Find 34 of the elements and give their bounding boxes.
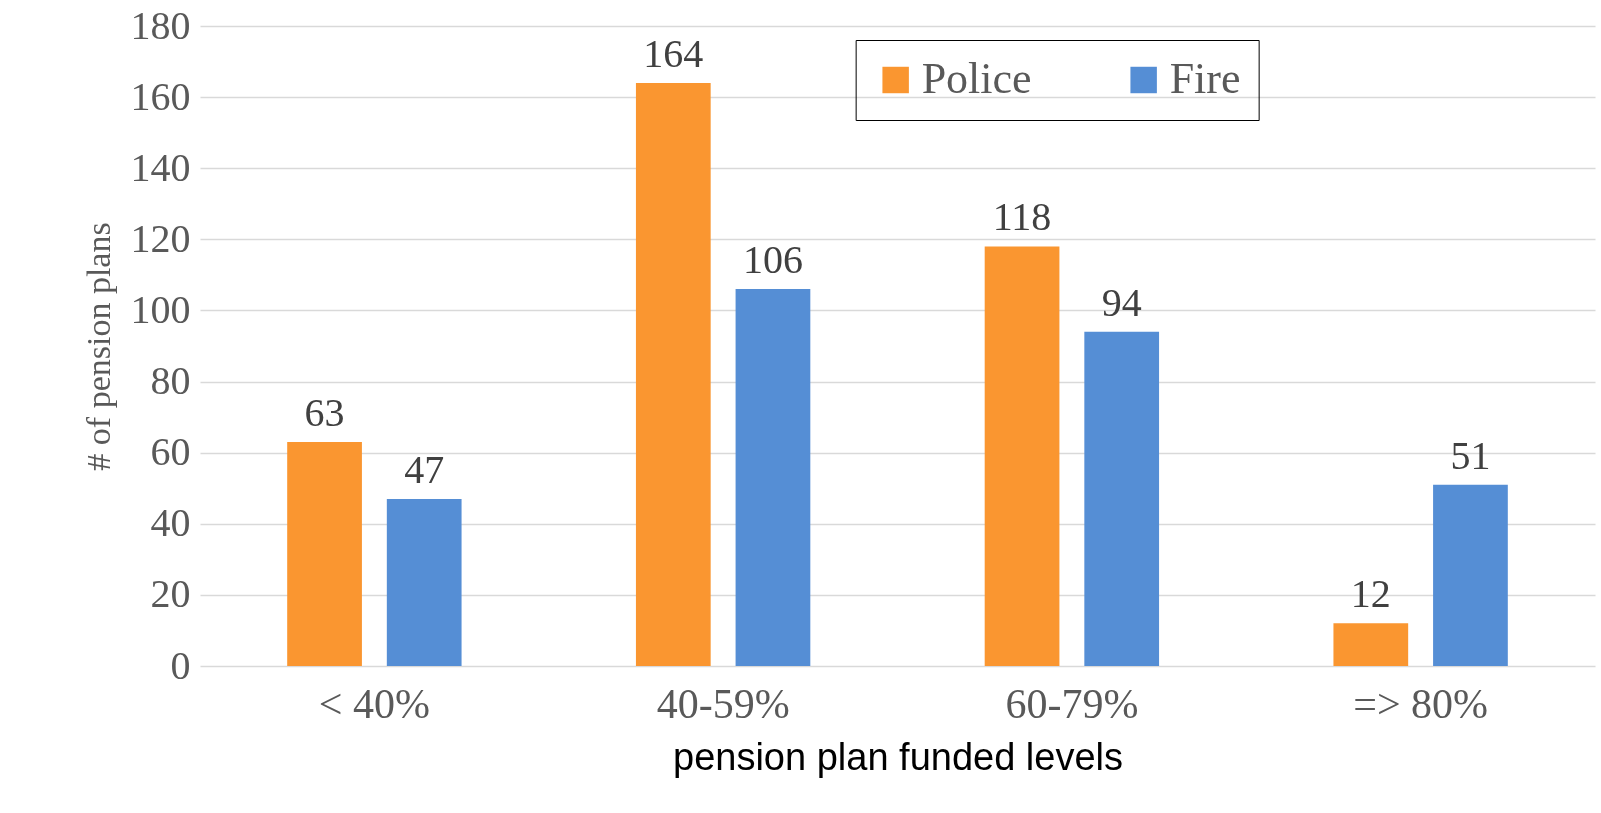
y-tick-label: 20	[150, 571, 191, 617]
data-label: 51	[1450, 432, 1491, 478]
x-tick-label: => 80%	[1353, 680, 1489, 727]
legend-label: Fire	[1169, 54, 1241, 103]
y-tick-label: 60	[150, 429, 191, 475]
data-label: 63	[304, 390, 345, 435]
y-tick-label: 140	[130, 144, 191, 190]
bar	[1433, 484, 1508, 666]
y-tick-label: 160	[130, 73, 191, 119]
data-label: 106	[742, 237, 803, 283]
x-tick-label: 60-79%	[1005, 680, 1139, 727]
x-tick-label: < 40%	[318, 680, 430, 727]
data-label: 12	[1350, 571, 1391, 617]
y-tick-label: 0	[170, 642, 191, 688]
y-tick-label: 120	[130, 215, 191, 261]
y-tick-label: 80	[150, 358, 191, 404]
bar	[386, 498, 462, 666]
bar	[735, 289, 811, 666]
legend-label: Police	[921, 54, 1032, 103]
y-tick-label: 100	[130, 286, 191, 332]
x-axis-title: pension plan funded levels	[672, 735, 1124, 778]
y-axis-title: # of pension plans	[79, 222, 117, 471]
bar	[984, 246, 1060, 666]
data-label: 164	[643, 30, 704, 76]
bar	[635, 82, 711, 666]
data-label: 118	[992, 194, 1052, 240]
x-tick-label: 40-59%	[656, 680, 790, 727]
data-label: 94	[1101, 279, 1142, 325]
y-tick-label: 180	[130, 2, 191, 48]
bar	[1084, 331, 1160, 666]
bar	[287, 442, 362, 666]
data-label: 47	[404, 446, 445, 492]
bar	[1333, 623, 1409, 666]
y-tick-label: 40	[150, 500, 191, 546]
